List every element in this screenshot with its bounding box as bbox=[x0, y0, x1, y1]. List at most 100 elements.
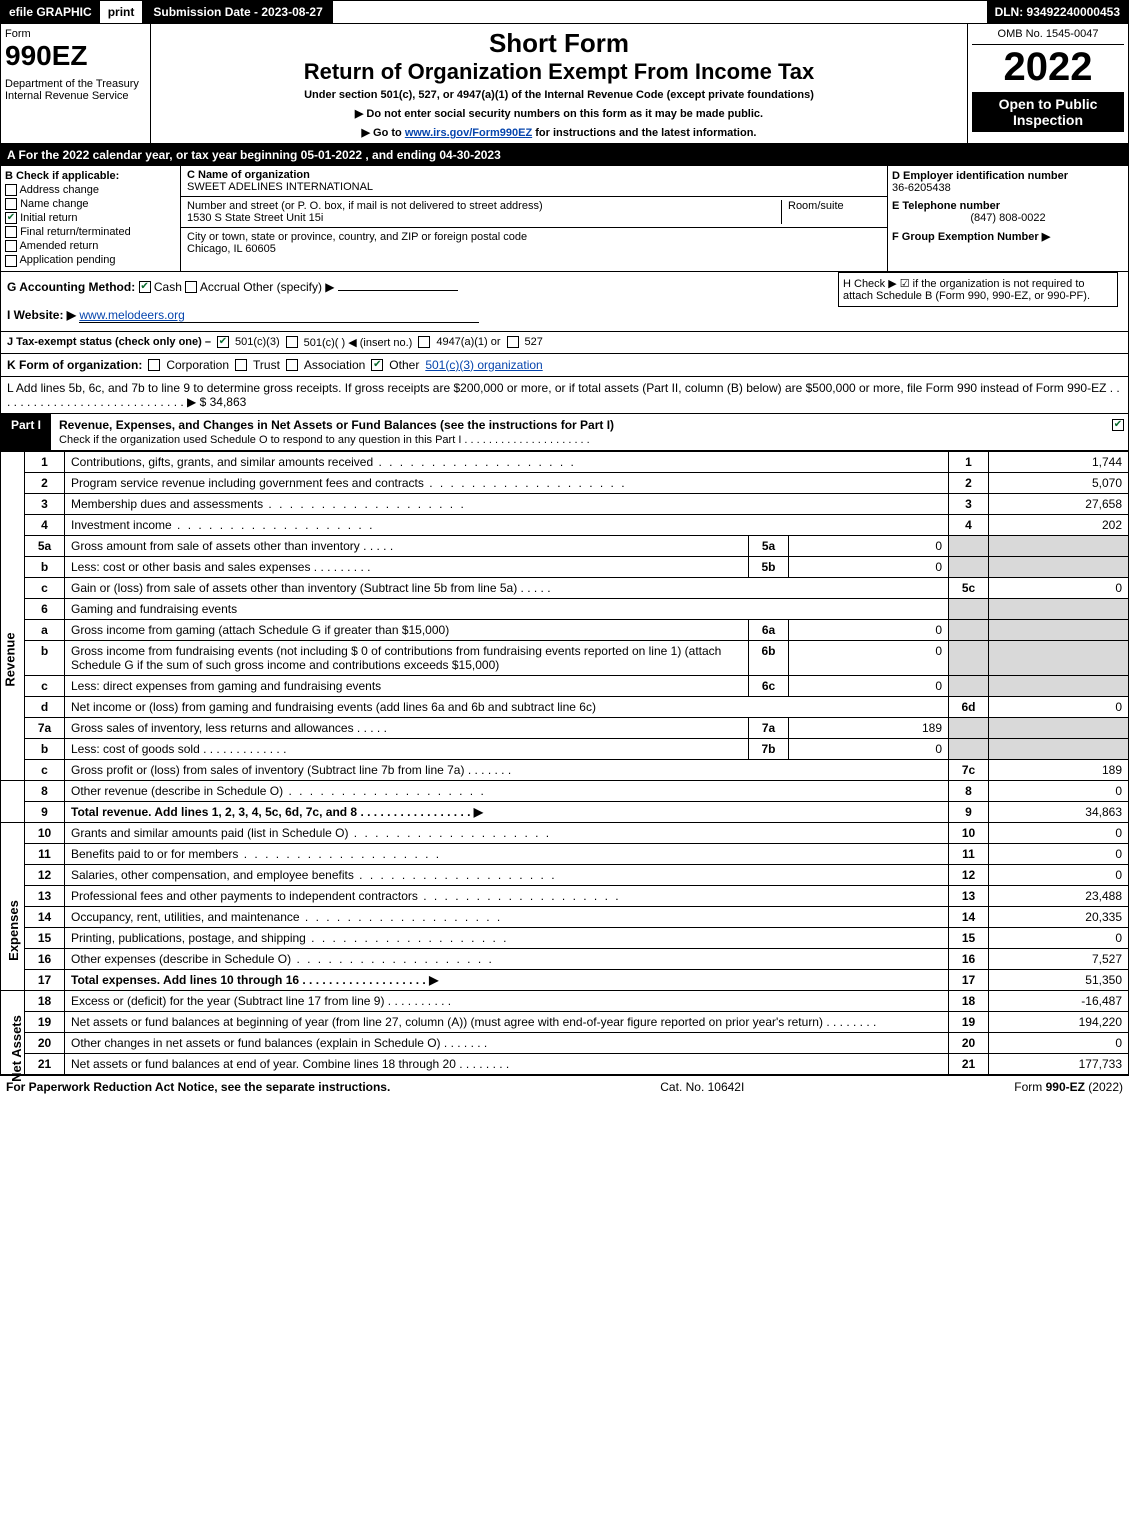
netassets-side-label: Net Assets bbox=[1, 990, 25, 1074]
form-note-1: ▶ Do not enter social security numbers o… bbox=[155, 107, 963, 120]
page-footer: For Paperwork Reduction Act Notice, see … bbox=[0, 1075, 1129, 1098]
header-left: Form 990EZ Department of the Treasury In… bbox=[1, 24, 151, 143]
part-i-title: Revenue, Expenses, and Changes in Net As… bbox=[51, 414, 1108, 450]
part-i-table: Revenue 1 Contributions, gifts, grants, … bbox=[0, 451, 1129, 1075]
other-method-input[interactable] bbox=[338, 290, 458, 291]
tel-label: E Telephone number bbox=[892, 200, 1124, 212]
section-a: A For the 2022 calendar year, or tax yea… bbox=[0, 144, 1129, 166]
val-8: 0 bbox=[989, 780, 1129, 801]
chk-other-org[interactable] bbox=[371, 359, 383, 371]
val-7a: 189 bbox=[789, 717, 949, 738]
chk-amended-return[interactable]: Amended return bbox=[5, 240, 176, 252]
org-name: SWEET ADELINES INTERNATIONAL bbox=[187, 181, 373, 193]
form-header: Form 990EZ Department of the Treasury In… bbox=[0, 24, 1129, 144]
room-suite: Room/suite bbox=[781, 200, 881, 224]
val-17: 51,350 bbox=[989, 969, 1129, 990]
print-button[interactable]: print bbox=[100, 1, 144, 23]
val-6d: 0 bbox=[989, 696, 1129, 717]
chk-accrual[interactable] bbox=[185, 281, 197, 293]
chk-initial-return[interactable]: Initial return bbox=[5, 212, 176, 224]
chk-4947[interactable] bbox=[418, 336, 430, 348]
submission-date: Submission Date - 2023-08-27 bbox=[143, 1, 332, 23]
val-6c: 0 bbox=[789, 675, 949, 696]
accounting-method-label: G Accounting Method: bbox=[7, 280, 135, 294]
info-grid: B Check if applicable: Address change Na… bbox=[0, 166, 1129, 272]
chk-501c[interactable] bbox=[286, 336, 298, 348]
col-b-header: B Check if applicable: bbox=[5, 170, 176, 182]
irs-link[interactable]: www.irs.gov/Form990EZ bbox=[405, 127, 532, 139]
row-h-box: H Check ▶ ☑ if the organization is not r… bbox=[838, 272, 1118, 307]
col-d: D Employer identification number 36-6205… bbox=[888, 166, 1128, 271]
tax-year: 2022 bbox=[972, 45, 1124, 90]
val-15: 0 bbox=[989, 927, 1129, 948]
dln-label: DLN: 93492240000453 bbox=[987, 1, 1128, 23]
city-block: City or town, state or province, country… bbox=[181, 228, 887, 258]
efile-label: efile GRAPHIC bbox=[1, 1, 100, 23]
revenue-side-label: Revenue bbox=[1, 451, 25, 780]
val-21: 177,733 bbox=[989, 1053, 1129, 1074]
expenses-side-label: Expenses bbox=[1, 822, 25, 990]
form-word: Form bbox=[5, 28, 146, 40]
chk-name-change[interactable]: Name change bbox=[5, 198, 176, 210]
chk-address-change[interactable]: Address change bbox=[5, 184, 176, 196]
val-12: 0 bbox=[989, 864, 1129, 885]
row-k: K Form of organization: Corporation Trus… bbox=[0, 354, 1129, 377]
row-h-text: H Check ▶ ☑ if the organization is not r… bbox=[843, 278, 1090, 302]
part-i-check[interactable] bbox=[1108, 414, 1128, 450]
org-city: Chicago, IL 60605 bbox=[187, 243, 276, 255]
row-g-h: G Accounting Method: Cash Accrual Other … bbox=[0, 272, 1129, 332]
footer-right: Form 990-EZ (2022) bbox=[1014, 1080, 1123, 1094]
val-20: 0 bbox=[989, 1032, 1129, 1053]
chk-application-pending[interactable]: Application pending bbox=[5, 254, 176, 266]
val-6a: 0 bbox=[789, 619, 949, 640]
val-5b: 0 bbox=[789, 556, 949, 577]
val-5a: 0 bbox=[789, 535, 949, 556]
chk-final-return[interactable]: Final return/terminated bbox=[5, 226, 176, 238]
val-16: 7,527 bbox=[989, 948, 1129, 969]
val-6b: 0 bbox=[789, 640, 949, 675]
val-7c: 189 bbox=[989, 759, 1129, 780]
dept-label: Department of the Treasury Internal Reve… bbox=[5, 78, 146, 102]
org-address: 1530 S State Street Unit 15i bbox=[187, 212, 323, 224]
chk-cash[interactable] bbox=[139, 281, 151, 293]
col-b: B Check if applicable: Address change Na… bbox=[1, 166, 181, 271]
website-label: I Website: ▶ bbox=[7, 308, 76, 322]
val-19: 194,220 bbox=[989, 1011, 1129, 1032]
val-1: 1,744 bbox=[989, 451, 1129, 472]
open-to-public-badge: Open to Public Inspection bbox=[972, 92, 1124, 132]
row-l: L Add lines 5b, 6c, and 7b to line 9 to … bbox=[0, 377, 1129, 414]
row-j: J Tax-exempt status (check only one) – 5… bbox=[0, 332, 1129, 354]
form-title: Return of Organization Exempt From Incom… bbox=[155, 59, 963, 85]
footer-left: For Paperwork Reduction Act Notice, see … bbox=[6, 1080, 390, 1094]
val-13: 23,488 bbox=[989, 885, 1129, 906]
chk-assoc[interactable] bbox=[286, 359, 298, 371]
ein-label: D Employer identification number bbox=[892, 170, 1124, 182]
val-10: 0 bbox=[989, 822, 1129, 843]
form-number: 990EZ bbox=[5, 40, 146, 72]
chk-corp[interactable] bbox=[148, 359, 160, 371]
group-exemption-label: F Group Exemption Number ▶ bbox=[892, 230, 1124, 243]
val-9: 34,863 bbox=[989, 801, 1129, 822]
val-14: 20,335 bbox=[989, 906, 1129, 927]
col-c: C Name of organization SWEET ADELINES IN… bbox=[181, 166, 888, 271]
form-subtitle: Under section 501(c), 527, or 4947(a)(1)… bbox=[155, 89, 963, 101]
val-2: 5,070 bbox=[989, 472, 1129, 493]
header-center: Short Form Return of Organization Exempt… bbox=[151, 24, 968, 143]
header-right: OMB No. 1545-0047 2022 Open to Public In… bbox=[968, 24, 1128, 143]
website-link[interactable]: www.melodeers.org bbox=[79, 308, 184, 322]
top-bar: efile GRAPHIC print Submission Date - 20… bbox=[0, 0, 1129, 24]
footer-mid: Cat. No. 10642I bbox=[660, 1080, 744, 1094]
val-7b: 0 bbox=[789, 738, 949, 759]
org-name-block: C Name of organization SWEET ADELINES IN… bbox=[181, 166, 887, 197]
val-3: 27,658 bbox=[989, 493, 1129, 514]
ein-value: 36-6205438 bbox=[892, 182, 1124, 194]
addr-block: Number and street (or P. O. box, if mail… bbox=[181, 197, 887, 228]
chk-527[interactable] bbox=[507, 336, 519, 348]
form-note-2: ▶ Go to www.irs.gov/Form990EZ for instru… bbox=[155, 126, 963, 139]
part-i-header: Part I Revenue, Expenses, and Changes in… bbox=[0, 414, 1129, 451]
omb-number: OMB No. 1545-0047 bbox=[972, 28, 1124, 45]
chk-trust[interactable] bbox=[235, 359, 247, 371]
gross-receipts: 34,863 bbox=[210, 395, 247, 409]
chk-501c3[interactable] bbox=[217, 336, 229, 348]
other-org-link[interactable]: 501(c)(3) organization bbox=[425, 358, 542, 372]
